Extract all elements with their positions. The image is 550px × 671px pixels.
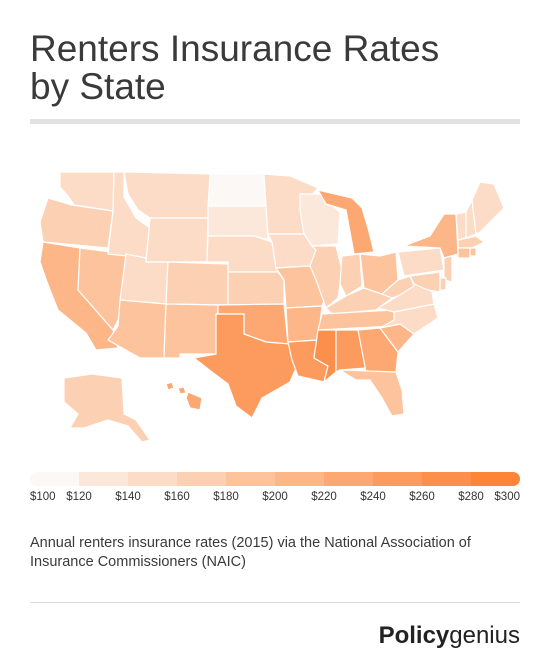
legend-swatch-0 xyxy=(30,472,79,486)
state-NJ[interactable] xyxy=(443,255,453,283)
map-caption: Annual renters insurance rates (2015) vi… xyxy=(30,535,471,570)
legend-tick-7: $240 xyxy=(360,491,386,503)
us-choropleth-map xyxy=(39,171,505,443)
page-title: Renters Insurance Rates by State xyxy=(30,30,520,106)
logo-text-genius: genius xyxy=(449,622,520,649)
state-WY[interactable] xyxy=(145,217,209,263)
legend-swatch-6 xyxy=(324,472,373,486)
title-divider xyxy=(30,119,520,124)
legend-tick-3: $160 xyxy=(164,491,190,503)
state-FL[interactable] xyxy=(339,369,405,417)
state-UT[interactable] xyxy=(119,253,169,305)
state-MD[interactable] xyxy=(409,271,441,293)
legend-swatch-8 xyxy=(422,472,471,486)
state-AK[interactable] xyxy=(63,373,151,443)
state-MT[interactable] xyxy=(123,171,211,219)
legend-tick-0: $100 xyxy=(30,491,56,503)
legend-swatch-2 xyxy=(128,472,177,486)
legend-swatch-4 xyxy=(226,472,275,486)
state-CO[interactable] xyxy=(165,261,229,306)
state-NM[interactable] xyxy=(163,303,219,359)
state-KS[interactable] xyxy=(227,271,285,306)
state-SD[interactable] xyxy=(207,205,269,241)
legend-tick-5: $200 xyxy=(262,491,288,503)
legend-swatch-7 xyxy=(373,472,422,486)
legend-tick-4: $180 xyxy=(213,491,239,503)
legend-tick-6: $220 xyxy=(311,491,337,503)
title-line-2: by State xyxy=(30,66,166,107)
logo-text-policy: Policy xyxy=(378,622,450,649)
legend-tick-9: $280 xyxy=(458,491,484,503)
state-VT[interactable] xyxy=(455,211,467,241)
state-MA[interactable] xyxy=(457,235,485,249)
state-HI[interactable] xyxy=(165,381,203,411)
legend-tick-2: $140 xyxy=(115,491,141,503)
legend-swatch-1 xyxy=(79,472,128,486)
policygenius-logo[interactable]: Policygenius xyxy=(379,622,520,650)
title-line-1: Renters Insurance Rates xyxy=(30,28,440,69)
state-ME[interactable] xyxy=(471,181,505,235)
legend-tick-labels: $100 $120 $140 $160 $180 $200 $220 $240 $260 $280… xyxy=(30,491,520,507)
state-NC[interactable] xyxy=(379,303,439,335)
state-DE[interactable] xyxy=(439,277,447,291)
legend-tick-8: $260 xyxy=(409,491,435,503)
state-IN[interactable] xyxy=(339,253,363,297)
state-WV[interactable] xyxy=(381,275,415,299)
state-TX[interactable] xyxy=(193,313,297,419)
state-OR[interactable] xyxy=(39,197,114,249)
legend-tick-10: $300 xyxy=(494,491,520,503)
state-RI[interactable] xyxy=(469,247,477,257)
legend-swatch-3 xyxy=(177,472,226,486)
footer-divider xyxy=(30,602,520,603)
state-CT[interactable] xyxy=(457,247,471,259)
legend-tick-1: $120 xyxy=(66,491,92,503)
legend-swatch-5 xyxy=(275,472,324,486)
state-MI[interactable] xyxy=(317,189,375,255)
state-AL[interactable] xyxy=(335,329,367,373)
state-ND[interactable] xyxy=(207,173,267,207)
color-scale-legend xyxy=(30,472,520,486)
legend-swatch-9 xyxy=(471,472,520,486)
